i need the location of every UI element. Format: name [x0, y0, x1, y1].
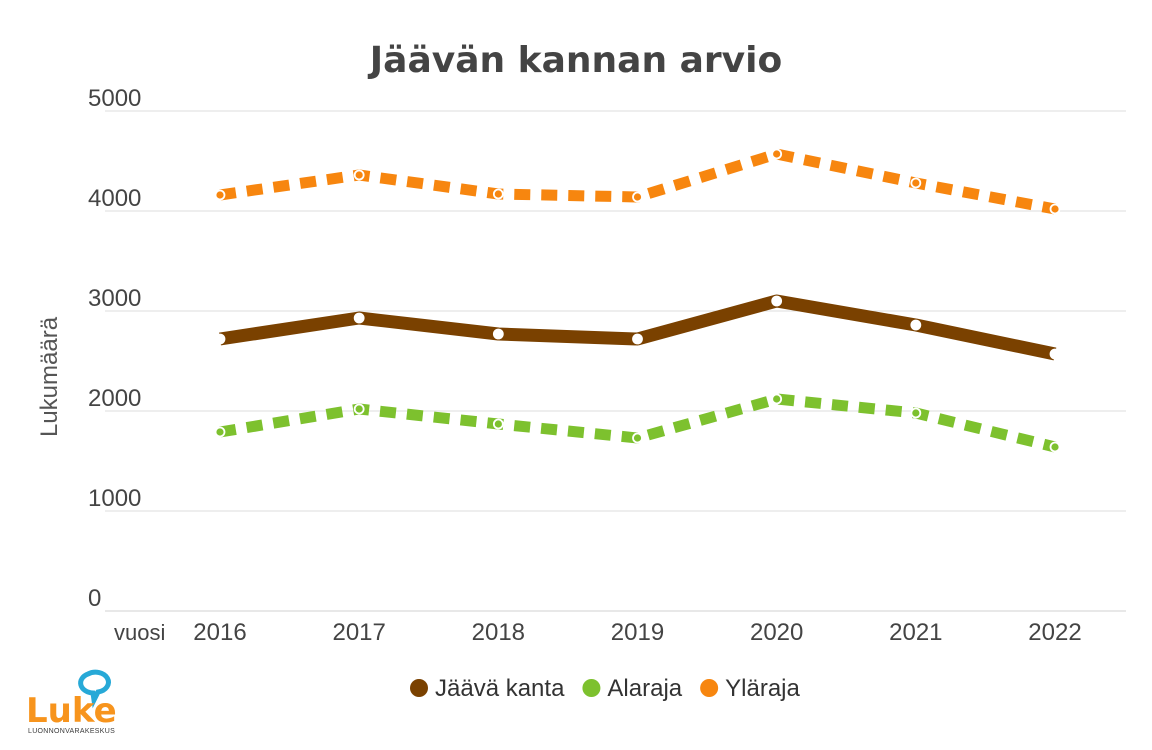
- x-axis-ticks: 2016 2017 2018 2019 2020 2021 2022: [193, 619, 1081, 646]
- data-point: [632, 191, 643, 203]
- data-point: [214, 333, 226, 345]
- data-point: [910, 319, 922, 331]
- data-point: [492, 418, 504, 430]
- data-point: [632, 333, 643, 345]
- luke-logo: Luke LUONNONVARAKESKUS: [26, 669, 117, 735]
- y-tick-label: 0: [88, 585, 101, 612]
- legend-marker: [700, 679, 719, 697]
- data-point: [214, 426, 226, 438]
- x-tick-label: 2017: [332, 619, 385, 646]
- data-point: [771, 148, 783, 160]
- data-point: [492, 328, 504, 340]
- data-point: [1049, 441, 1061, 453]
- y-tick-label: 2000: [88, 385, 141, 412]
- logo-name: Luke: [26, 691, 117, 731]
- data-point: [632, 432, 643, 444]
- y-tick-label: 5000: [88, 85, 141, 112]
- data-point: [910, 407, 922, 419]
- y-tick-label: 4000: [88, 185, 141, 212]
- chart-title: Jäävän kannan arvio: [367, 40, 782, 81]
- y-tick-label: 3000: [88, 285, 141, 312]
- data-point: [353, 312, 365, 324]
- data-point: [910, 177, 922, 189]
- series-line-0: [219, 294, 1057, 361]
- data-point: [353, 169, 365, 181]
- legend: Jäävä kanta Alaraja Yläraja: [410, 675, 801, 702]
- legend-marker: [582, 679, 601, 697]
- data-point: [492, 188, 504, 200]
- legend-label: Jäävä kanta: [435, 675, 565, 702]
- y-axis-ticks: 0 1000 2000 3000 4000 5000: [88, 85, 141, 612]
- x-tick-label: 2021: [889, 619, 942, 646]
- x-tick-label: 2020: [750, 619, 803, 646]
- legend-label: Alaraja: [607, 675, 682, 702]
- x-axis-label: vuosi: [114, 620, 165, 645]
- logo-subtitle: LUONNONVARAKESKUS: [28, 728, 115, 735]
- logo-bubble-icon: [78, 669, 111, 709]
- y-tick-label: 1000: [88, 485, 141, 512]
- x-tick-label: 2019: [611, 619, 664, 646]
- y-axis-label: Lukumäärä: [36, 316, 63, 437]
- x-tick-label: 2016: [193, 619, 246, 646]
- data-point: [1049, 203, 1061, 215]
- legend-marker: [410, 679, 428, 697]
- gridlines: [105, 110, 1126, 612]
- data-point: [1049, 348, 1061, 360]
- x-tick-label: 2018: [472, 619, 525, 646]
- data-point: [353, 403, 365, 415]
- data-point: [214, 189, 226, 201]
- data-point: [771, 295, 783, 307]
- legend-label: Yläraja: [725, 675, 800, 702]
- x-tick-label: 2022: [1028, 619, 1081, 646]
- series-lines: [214, 148, 1061, 453]
- data-point: [771, 393, 783, 405]
